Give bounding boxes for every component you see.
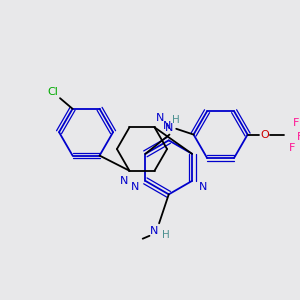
Text: N: N: [162, 121, 171, 131]
Text: F: F: [296, 131, 300, 142]
Text: N: N: [120, 176, 128, 185]
Text: N: N: [165, 123, 173, 133]
Text: N: N: [199, 182, 207, 192]
Text: O: O: [261, 130, 269, 140]
Text: N: N: [156, 112, 164, 123]
Text: Cl: Cl: [48, 87, 59, 98]
Text: H: H: [162, 230, 170, 240]
Text: N: N: [150, 226, 158, 236]
Text: H: H: [172, 115, 180, 125]
Text: N: N: [131, 182, 139, 192]
Text: F: F: [289, 143, 295, 153]
Text: F: F: [292, 118, 299, 128]
